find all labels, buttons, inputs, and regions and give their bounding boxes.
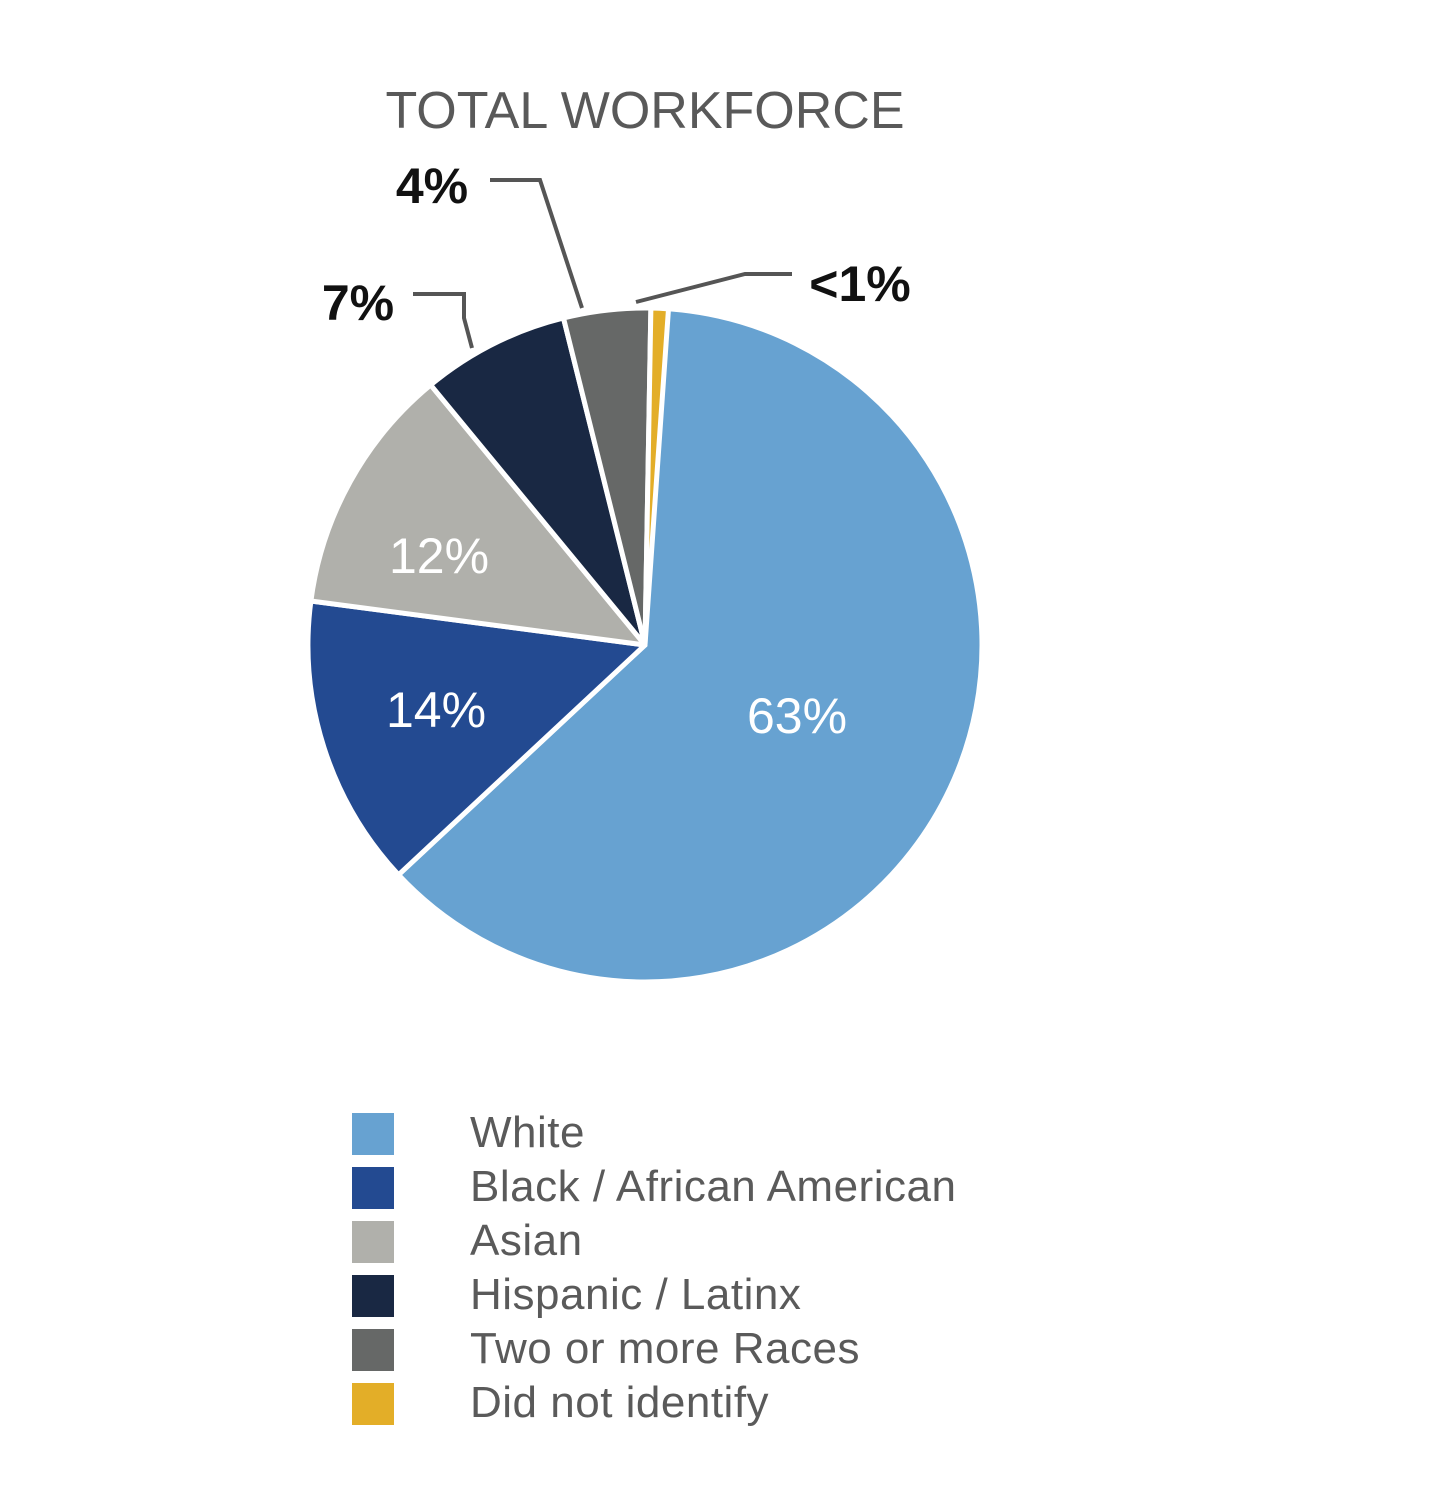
- slice-value-label: 7%: [322, 275, 394, 331]
- slice-value-label: 63%: [747, 688, 847, 744]
- legend-swatch: [352, 1275, 394, 1317]
- legend-label: Asian: [470, 1216, 583, 1265]
- legend-swatch: [352, 1329, 394, 1371]
- legend-label: Did not identify: [470, 1378, 770, 1427]
- pie-slice: [305, 598, 648, 878]
- slice-value-label: 4%: [396, 158, 468, 214]
- legend-swatch: [352, 1383, 394, 1425]
- legend-swatch: [352, 1113, 394, 1155]
- leader-line: [413, 292, 474, 349]
- slice-value-label: <1%: [809, 256, 910, 312]
- pie-slices: [305, 305, 985, 985]
- legend-label: Black / African American: [470, 1162, 957, 1211]
- legend-swatch: [352, 1167, 394, 1209]
- pie-slice: [642, 305, 672, 648]
- slice-labels: 63% 14% 12% 7% 4% <1%: [322, 158, 911, 744]
- leader-lines: [413, 178, 792, 349]
- legend-label: White: [470, 1108, 585, 1157]
- pie-slice: [308, 382, 648, 648]
- legend-label: Two or more Races: [470, 1324, 860, 1373]
- leader-line: [490, 178, 584, 309]
- legend-swatch: [352, 1221, 394, 1263]
- legend-label: Hispanic / Latinx: [470, 1270, 802, 1319]
- slice-value-label: 14%: [386, 682, 486, 738]
- chart-title: TOTAL WORKFORCE: [385, 82, 904, 140]
- slice-value-label: 12%: [389, 528, 489, 584]
- pie-slice: [428, 315, 648, 648]
- leader-line: [635, 272, 792, 304]
- pie-slice: [396, 305, 985, 985]
